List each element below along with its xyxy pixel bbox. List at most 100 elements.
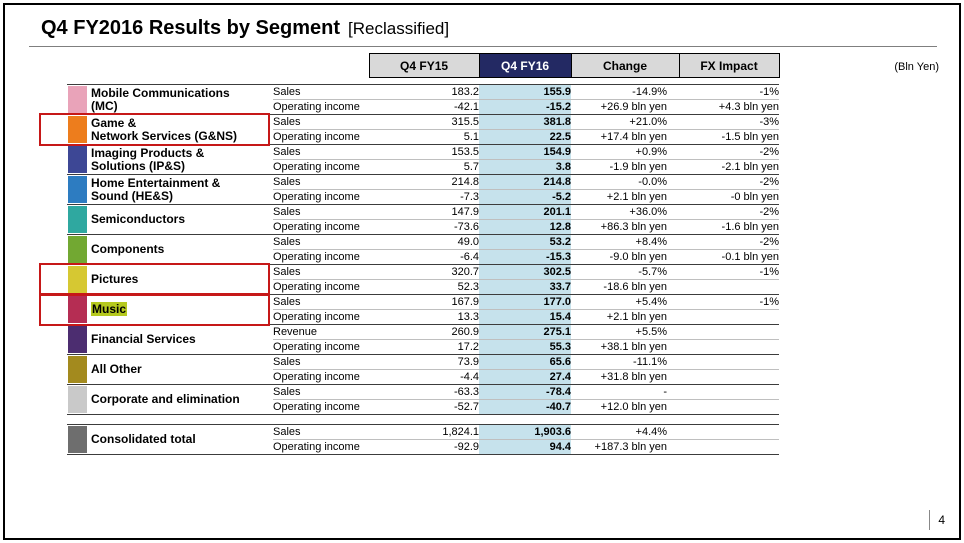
- change-value: +38.1 bln yen: [571, 339, 680, 355]
- change-value: +0.9%: [571, 144, 680, 160]
- metric-label: Sales: [273, 424, 370, 440]
- q4fy15-value: -63.3: [369, 384, 480, 400]
- table-row: Semiconductors Sales 147.9 201.1 +36.0% -2%: [67, 204, 780, 235]
- metric-label: Sales: [273, 144, 370, 160]
- metric-label: Sales: [273, 84, 370, 100]
- fx-impact-value: -1.6 bln yen: [679, 219, 780, 235]
- metric-label: Operating income: [273, 309, 370, 325]
- segment-label-line: Corporate and elimination: [91, 392, 240, 406]
- segment-color-cell: [67, 84, 91, 115]
- q4fy16-value: 302.5: [479, 264, 572, 280]
- segment-name: Financial Services: [91, 324, 273, 355]
- table-row: Home Entertainment & Sound (HE&S) Sales 214…: [67, 174, 780, 205]
- metric-label: Operating income: [273, 99, 370, 115]
- segment-color-swatch: [68, 426, 87, 453]
- q4fy16-value: 27.4: [479, 369, 572, 385]
- q4fy15-value: -7.3: [369, 189, 480, 205]
- change-value: -5.7%: [571, 264, 680, 280]
- header-empty: [67, 54, 369, 78]
- q4fy16-value: 15.4: [479, 309, 572, 325]
- segment-color-cell: [67, 204, 91, 235]
- metric-label: Sales: [273, 294, 370, 310]
- segment-color-swatch: [68, 296, 87, 323]
- change-value: +86.3 bln yen: [571, 219, 680, 235]
- q4fy16-value: 155.9: [479, 84, 572, 100]
- q4fy15-value: 5.1: [369, 129, 480, 145]
- q4fy15-value: 52.3: [369, 279, 480, 295]
- change-value: +17.4 bln yen: [571, 129, 680, 145]
- q4fy15-value: 17.2: [369, 339, 480, 355]
- q4fy16-value: -15.2: [479, 99, 572, 115]
- segment-label-line: All Other: [91, 362, 142, 376]
- segment-label-line: Mobile Communications: [91, 85, 230, 100]
- q4fy16-value: 12.8: [479, 219, 572, 235]
- fx-impact-value: -2%: [679, 204, 780, 220]
- change-value: -11.1%: [571, 354, 680, 370]
- segment-color-swatch: [68, 266, 87, 293]
- metric-label: Operating income: [273, 339, 370, 355]
- q4fy16-value: 22.5: [479, 129, 572, 145]
- segment-color-swatch: [68, 236, 87, 263]
- change-value: +26.9 bln yen: [571, 99, 680, 115]
- change-value: +21.0%: [571, 114, 680, 130]
- q4fy15-value: 260.9: [369, 324, 480, 340]
- fx-impact-value: [679, 384, 780, 400]
- segment-label-line: Pictures: [91, 272, 139, 286]
- fx-impact-value: [679, 424, 780, 440]
- metric-label: Sales: [273, 174, 370, 190]
- segment-color-cell: [67, 424, 91, 455]
- segment-name: Mobile Communications (MC): [91, 84, 273, 115]
- segment-name: Pictures: [39, 263, 273, 296]
- segment-name: Home Entertainment & Sound (HE&S): [91, 174, 273, 205]
- change-value: +31.8 bln yen: [571, 369, 680, 385]
- q4fy16-value: -15.3: [479, 249, 572, 265]
- q4fy15-value: -4.4: [369, 369, 480, 385]
- fx-impact-value: -0 bln yen: [679, 189, 780, 205]
- fx-impact-value: [679, 439, 780, 455]
- segment-label-line: Sound (HE&S): [91, 188, 173, 203]
- page-title: Q4 FY2016 Results by Segment [Reclassifie…: [41, 17, 449, 40]
- segment-label-line: Imaging Products &: [91, 145, 205, 160]
- unit-note: (Bln Yen): [894, 61, 939, 73]
- q4fy16-value: 55.3: [479, 339, 572, 355]
- segment-color-swatch: [68, 176, 87, 203]
- table-row: Operating income -92.9 94.4 +187.3 bln yen: [67, 439, 780, 455]
- q4fy16-value: -78.4: [479, 384, 572, 400]
- fx-impact-value: -0.1 bln yen: [679, 249, 780, 265]
- fx-impact-value: [679, 354, 780, 370]
- table-row: Pictures Sales 320.7 302.5 -5.7% -1%: [39, 263, 780, 296]
- fx-impact-value: -2.1 bln yen: [679, 159, 780, 175]
- segment-color-cell: [67, 354, 91, 385]
- q4fy16-value: 177.0: [479, 294, 572, 310]
- segment-color-swatch: [68, 146, 87, 173]
- metric-label: Operating income: [273, 159, 370, 175]
- segment-color-cell: [67, 294, 91, 325]
- change-value: -1.9 bln yen: [571, 159, 680, 175]
- segment-name: Corporate and elimination: [91, 384, 273, 415]
- change-value: +12.0 bln yen: [571, 399, 680, 415]
- q4fy15-value: 153.5: [369, 144, 480, 160]
- q4fy16-value: 381.8: [479, 114, 572, 130]
- change-value: -0.0%: [571, 174, 680, 190]
- column-header-fx-impact: FX Impact: [678, 53, 780, 78]
- segment-label-line: (MC): [91, 98, 118, 113]
- segment-label-line: Financial Services: [91, 332, 196, 346]
- q4fy15-value: 13.3: [369, 309, 480, 325]
- segment-color-swatch: [68, 206, 87, 233]
- metric-label: Revenue: [273, 324, 370, 340]
- change-value: -14.9%: [571, 84, 680, 100]
- segment-color-swatch: [68, 86, 87, 113]
- segment-name: All Other: [91, 354, 273, 385]
- results-table-wrap: Q4 FY15 Q4 FY16 Change FX Impact Mobile …: [39, 53, 780, 455]
- q4fy16-value: -5.2: [479, 189, 572, 205]
- fx-impact-value: [679, 309, 780, 325]
- segment-label-line: Home Entertainment &: [91, 175, 221, 190]
- table-row: Operating income 13.3 15.4 +2.1 bln yen: [67, 309, 780, 325]
- q4fy16-value: -40.7: [479, 399, 572, 415]
- metric-label: Sales: [273, 384, 370, 400]
- fx-impact-value: [679, 279, 780, 295]
- table-row: Operating income -6.4 -15.3 -9.0 bln yen -0.…: [67, 249, 780, 265]
- title-suffix: [Reclassified]: [348, 19, 450, 38]
- change-value: -: [571, 384, 680, 400]
- highlighted-segment-label: Music: [91, 302, 128, 316]
